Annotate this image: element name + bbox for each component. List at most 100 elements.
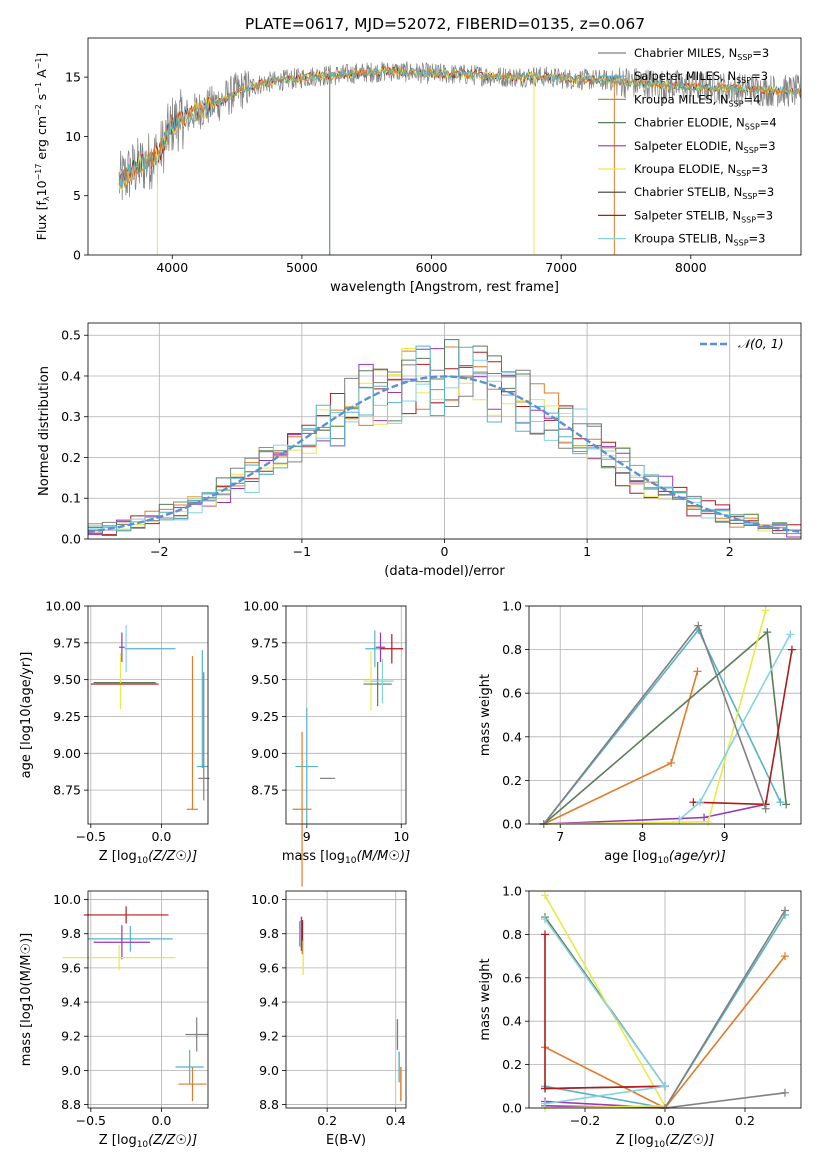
massweight_vs_Z-grid — [529, 890, 801, 1109]
age_vs_Z-xlabel: Z [log10(Z/Z☉)] — [99, 849, 197, 866]
legend-label: Kroupa STELIB, NSSP=3 — [634, 232, 765, 248]
y-tick-label: 0.0 — [502, 1101, 522, 1116]
x-tick-label: 0.0 — [655, 1113, 675, 1128]
xlabel-sub: 10 — [137, 1140, 149, 1150]
y-tick-label: 0.4 — [502, 1014, 522, 1029]
massweight-age-marker — [763, 628, 772, 637]
legend-label-suffix: =3 — [751, 69, 768, 83]
mass_vs_Z-grid — [88, 891, 208, 1108]
legend-label-suffix: =3 — [751, 162, 768, 176]
age_vs_Z-grid — [88, 605, 208, 824]
legend-label: Salpeter ELODIE, NSSP=3 — [634, 139, 776, 155]
massweight-age-marker — [782, 800, 791, 809]
y-tick-label: 0.6 — [502, 686, 522, 701]
y-tick-label: 9.25 — [53, 709, 81, 724]
y-tick-label: 15 — [65, 70, 81, 85]
x-tick-label: 10 — [393, 829, 409, 844]
mass_vs_EBV-axes: 0.2 0.4 8.8 9.0 9.2 9.4 9.6 9.8 10.0 — [251, 891, 406, 1128]
massweight-Z-frame — [528, 890, 802, 1109]
x-tick-label: 6000 — [416, 260, 448, 275]
y-tick-label: 9.50 — [251, 672, 279, 687]
legend-label-text: Salpeter STELIB, N — [634, 208, 741, 222]
mass-Z-frame — [87, 890, 209, 1109]
xlabel-sub: 10 — [137, 856, 149, 866]
hist-series-step — [88, 345, 801, 534]
legend-label-sub: SSP — [734, 239, 749, 248]
y-tick-label: 10.0 — [53, 892, 81, 907]
x-tick-label: 9 — [303, 829, 311, 844]
hist-legend-label: 𝒩(0, 1) — [738, 336, 784, 351]
legend-label-text: Chabrier ELODIE, N — [634, 116, 745, 130]
massweight-age-marker — [761, 804, 770, 813]
y-tick-label: 0.8 — [502, 927, 522, 942]
mass_vs_EBV-xlabel: E(B-V) — [326, 1133, 366, 1148]
massweight-age-marker — [776, 798, 785, 807]
y-tick-label: 9.2 — [61, 1029, 81, 1044]
massweight-age-line — [543, 671, 699, 825]
y-tick-label: 9.4 — [61, 995, 81, 1010]
x-tick-label: −0.2 — [570, 1113, 600, 1128]
x-tick-label: 1 — [583, 544, 591, 559]
xlabel-main: Z [log — [99, 1133, 137, 1148]
spectrum-ylabel: Flux [fλ10−17 erg cm−2 s−1 A−1] — [34, 53, 51, 241]
mass_vs_Z-ylabel: mass [log10(M/M☉)] — [19, 933, 34, 1066]
massweight-age-marker — [700, 813, 709, 822]
y-tick-label: 9.6 — [61, 960, 81, 975]
age-Z-frame — [87, 605, 209, 825]
ylabel-sup: −17 — [34, 164, 43, 181]
y-tick-label: 0.2 — [502, 1057, 522, 1072]
residual_hist-ylabel: Normed distribution — [37, 366, 52, 496]
x-tick-label: 4000 — [156, 260, 188, 275]
x-tick-label: 0.4 — [386, 1113, 406, 1128]
x-tick-label: 5000 — [286, 260, 318, 275]
legend-label-sub: SSP — [745, 123, 760, 132]
y-tick-label: 1.0 — [502, 884, 522, 899]
y-tick-label: 9.4 — [259, 995, 279, 1010]
massweight_vs_age-axes: 7 8 9 0.0 0.2 0.4 0.6 0.8 1.0 — [502, 599, 801, 844]
legend-label-text: Kroupa STELIB, N — [634, 232, 734, 246]
y-tick-label: 1.0 — [502, 599, 522, 614]
legend-label-text: Salpeter ELODIE, N — [634, 139, 744, 153]
x-tick-label: 8000 — [675, 260, 707, 275]
y-tick-label: 8.75 — [251, 783, 279, 798]
xlabel-tail: (Z/Z☉)] — [148, 1133, 197, 1148]
y-tick-label: 0.5 — [61, 328, 81, 343]
y-tick-label: 9.8 — [259, 926, 279, 941]
massweight-Z-marker — [541, 915, 549, 924]
y-tick-label: 0.3 — [61, 409, 81, 424]
massweight-age-line — [543, 623, 767, 825]
y-tick-label: 0.8 — [502, 642, 522, 657]
massweight-age-frame — [528, 605, 802, 825]
legend-label-sub: SSP — [741, 215, 756, 224]
xlabel-tail: (age/yr)] — [669, 849, 726, 864]
y-tick-label: 8.75 — [53, 783, 81, 798]
y-tick-label: 9.75 — [251, 635, 279, 650]
mass_vs_Z-axes: −0.5 0.0 8.8 9.0 9.2 9.4 9.6 9.8 10.0 — [53, 891, 208, 1128]
massweight-age-marker — [675, 815, 684, 824]
massweight-Z-marker — [541, 1084, 549, 1093]
ylabel-sub: λ — [42, 196, 51, 201]
normal-reference-curve — [88, 375, 801, 534]
ylabel-part: ] — [34, 53, 49, 58]
xlabel-main: mass [log — [282, 849, 345, 864]
spectrum-xlabel: wavelength [Angstrom, rest frame] — [330, 280, 559, 295]
massweight_vs_age-ylabel: mass weight — [478, 674, 493, 756]
xlabel-main: Z [log — [99, 849, 137, 864]
legend-label-suffix: =4 — [744, 92, 761, 106]
ylabel-part: 10 — [34, 180, 49, 196]
legend-label-text: Salpeter MILES, N — [634, 69, 736, 83]
y-tick-label: 0.2 — [61, 450, 81, 465]
legend-label-sub: SSP — [736, 76, 751, 85]
legend-label: Chabrier ELODIE, NSSP=4 — [634, 116, 777, 132]
xlabel-tail: (Z/Z☉)] — [148, 849, 197, 864]
massweight-Z-marker — [541, 891, 549, 900]
massweight-age-line — [543, 630, 787, 825]
y-tick-label: 9.50 — [53, 672, 81, 687]
legend-label-sub: SSP — [729, 99, 744, 108]
ylabel-sup: −2 — [34, 104, 43, 116]
x-tick-label: 8 — [638, 829, 646, 844]
y-tick-label: 0.0 — [61, 532, 81, 547]
x-tick-label: 0.0 — [151, 829, 171, 844]
y-tick-label: 10.0 — [251, 892, 279, 907]
